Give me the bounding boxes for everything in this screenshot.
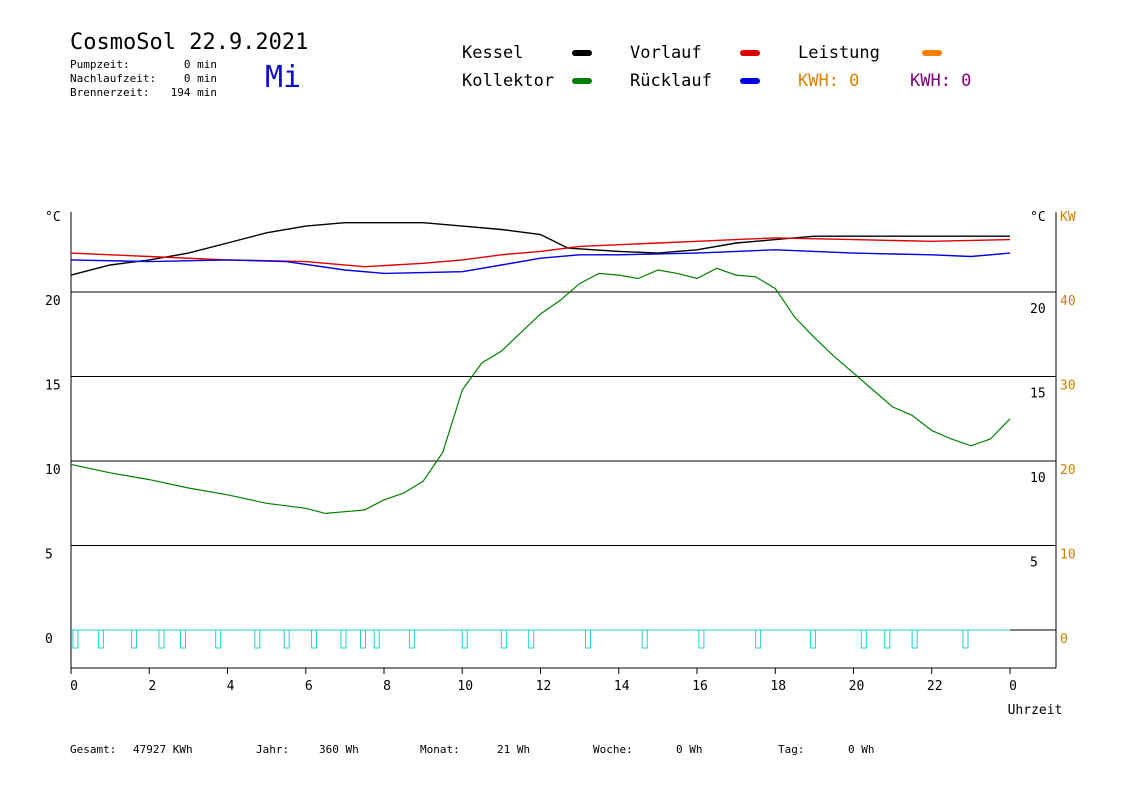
pump-pulse bbox=[97, 629, 104, 649]
stat-brennerzeit: Brennerzeit: bbox=[70, 86, 150, 99]
y-left-tick-label: 20 bbox=[45, 294, 61, 309]
footer-jahr-value: 360 Wh bbox=[319, 743, 359, 756]
legend-label-ruecklauf: Rücklauf bbox=[630, 71, 712, 91]
pump-pulse bbox=[359, 629, 366, 649]
y-right-tick-label: 20 bbox=[1030, 302, 1046, 317]
pump-pulse bbox=[911, 629, 918, 649]
stat-brennerzeit-value: 194 min bbox=[170, 86, 217, 99]
x-tick-label: 8 bbox=[383, 679, 391, 694]
pump-pulse bbox=[311, 629, 318, 649]
pump-pulse bbox=[373, 629, 380, 649]
y-right-tick-label: 10 bbox=[1030, 471, 1046, 486]
y-kw-tick-label: 30 bbox=[1060, 379, 1076, 394]
kwh-solar: KWH: 0 bbox=[798, 71, 860, 91]
x-tick-label: 12 bbox=[536, 679, 552, 694]
y-left-tick-label: 10 bbox=[45, 463, 61, 478]
series-line-ruecklauf bbox=[70, 249, 1011, 275]
pump-pulse bbox=[254, 629, 261, 649]
pump-pulse bbox=[461, 629, 468, 649]
footer-woche-value: 0 Wh bbox=[676, 743, 703, 756]
series-line-kessel bbox=[70, 222, 1010, 276]
footer-tag-value: 0 Wh bbox=[848, 743, 875, 756]
pump-pulse bbox=[528, 629, 535, 649]
y-kw-tick-label: 0 bbox=[1060, 632, 1068, 647]
footer-tag-label: Tag: bbox=[778, 743, 805, 756]
legend-swatch-leistung bbox=[922, 50, 942, 56]
pump-pulse bbox=[860, 629, 867, 649]
x-tick-label: 6 bbox=[305, 679, 313, 694]
footer-gesamt-value: 47927 KWh bbox=[133, 743, 193, 756]
x-tick-label: 14 bbox=[614, 679, 630, 694]
pump-pulse bbox=[641, 629, 648, 649]
pump-pulse bbox=[72, 629, 79, 649]
legend-label-kollektor: Kollektor bbox=[462, 71, 555, 91]
kwh-burner: KWH: 0 bbox=[910, 71, 972, 91]
weekday: Mi bbox=[265, 60, 302, 95]
x-tick-label: 2 bbox=[148, 679, 156, 694]
pump-pulse bbox=[131, 629, 138, 649]
legend-swatch-kollektor bbox=[572, 78, 592, 84]
pump-pulse bbox=[698, 629, 705, 649]
x-tick-label: 4 bbox=[227, 679, 235, 694]
x-tick-label: 16 bbox=[692, 679, 708, 694]
legend-swatch-kessel bbox=[572, 50, 592, 56]
x-tick-label: 22 bbox=[927, 679, 943, 694]
x-tick-label: 18 bbox=[770, 679, 786, 694]
x-tick-label: 20 bbox=[849, 679, 865, 694]
x-tick-label: 0 bbox=[1009, 679, 1017, 694]
pump-pulse bbox=[584, 629, 591, 649]
pump-pulse bbox=[158, 629, 165, 649]
pump-pulse bbox=[962, 629, 969, 649]
stat-nachlaufzeit-value: 0 min bbox=[183, 72, 217, 85]
legend-label-leistung: Leistung bbox=[798, 43, 880, 63]
pump-pulse bbox=[340, 629, 347, 649]
footer-jahr-label: Jahr: bbox=[256, 743, 290, 756]
pump-pulse bbox=[500, 629, 507, 649]
x-tick-label: 10 bbox=[457, 679, 473, 694]
stat-pumpzeit-value: 0 min bbox=[183, 58, 217, 71]
footer-monat-label: Monat: bbox=[420, 743, 460, 756]
y-kw-tick-label: 40 bbox=[1060, 294, 1076, 309]
legend-label-kessel: Kessel bbox=[462, 43, 524, 63]
y-left-tick-label: 5 bbox=[45, 548, 53, 563]
y-right-tick-label: 15 bbox=[1030, 387, 1046, 402]
footer-gesamt-label: Gesamt: bbox=[70, 743, 117, 756]
y-right-unit-label: °C bbox=[1030, 210, 1046, 225]
y-kw-unit-label: KW bbox=[1060, 210, 1076, 225]
pump-pulse bbox=[884, 629, 891, 649]
pump-pulse bbox=[755, 629, 762, 649]
pump-pulse bbox=[215, 629, 222, 649]
page-title: CosmoSol 22.9.2021 bbox=[70, 30, 309, 55]
stat-nachlaufzeit: Nachlaufzeit: bbox=[70, 72, 157, 85]
legend-label-vorlauf: Vorlauf bbox=[630, 43, 702, 63]
pump-pulse bbox=[283, 629, 290, 649]
footer-monat-value: 21 Wh bbox=[497, 743, 531, 756]
stat-pumpzeit: Pumpzeit: bbox=[70, 58, 130, 71]
x-tick-label: 0 bbox=[70, 679, 78, 694]
y-right-tick-label: 5 bbox=[1030, 556, 1038, 571]
x-axis-label: Uhrzeit bbox=[1008, 703, 1063, 718]
pump-pulse bbox=[408, 629, 415, 649]
series-line-kollektor bbox=[70, 267, 1011, 515]
y-left-tick-label: 0 bbox=[45, 632, 53, 647]
pump-pulse bbox=[809, 629, 816, 649]
legend-swatch-ruecklauf bbox=[740, 78, 760, 84]
y-kw-tick-label: 20 bbox=[1060, 463, 1076, 478]
y-kw-tick-label: 10 bbox=[1060, 548, 1076, 563]
y-left-unit-label: °C bbox=[45, 210, 61, 225]
series-line-vorlauf bbox=[70, 237, 1011, 268]
y-left-tick-label: 15 bbox=[45, 379, 61, 394]
legend-swatch-vorlauf bbox=[740, 50, 760, 56]
pump-pulse bbox=[180, 629, 187, 649]
footer-woche-label: Woche: bbox=[593, 743, 633, 756]
